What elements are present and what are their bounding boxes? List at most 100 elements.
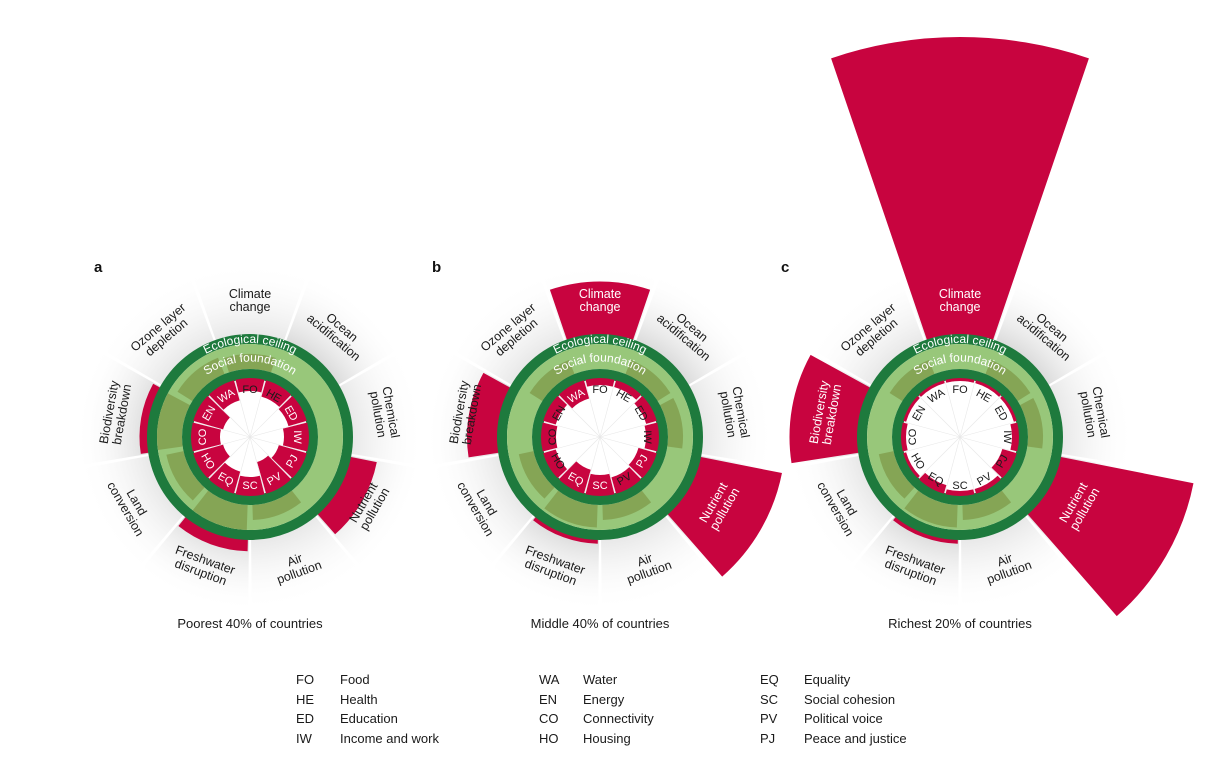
legend-name: Equality <box>804 672 851 687</box>
social-spoke <box>903 436 961 453</box>
legend-item: PV Political voice <box>760 711 907 731</box>
eco-band-patch <box>889 360 935 401</box>
legend-item: SC Social cohesion <box>760 692 907 712</box>
social-spoke <box>903 421 961 438</box>
social-label: SC <box>952 480 967 492</box>
social-spoke <box>944 380 961 438</box>
eco-band-patch <box>544 490 598 528</box>
social-spoke <box>234 436 251 494</box>
social-shortfall-bar <box>282 422 309 452</box>
social-label: IW <box>1001 430 1013 444</box>
social-shortfall-bar <box>634 395 657 424</box>
eco-wedge-bg <box>787 455 893 570</box>
social-label: PJ <box>634 453 651 470</box>
legend-code: FO <box>296 672 315 687</box>
social-label: CO <box>197 428 209 445</box>
eco-wedge-bg <box>75 351 161 466</box>
eco-band-patch <box>529 360 575 401</box>
social-foundation-ring <box>892 369 1028 505</box>
legend-name: Connectivity <box>583 711 654 726</box>
social-shortfall-bar <box>975 380 1002 397</box>
social-spoke <box>959 436 1017 453</box>
legend-code: WA <box>539 672 560 687</box>
eco-band-patch <box>177 357 225 401</box>
panel-caption: Poorest 40% of countries <box>177 616 323 631</box>
social-shortfall-bar <box>585 473 615 496</box>
social-shortfall-bar <box>191 422 221 452</box>
eco-wedge-bg <box>636 273 751 385</box>
social-shortfall-bar <box>614 380 642 400</box>
social-spoke <box>249 395 292 438</box>
panel-letter: c <box>781 259 789 276</box>
social-shortfall-bar <box>974 475 1002 494</box>
social-spoke <box>918 395 961 438</box>
eco-band-patch <box>1020 398 1043 449</box>
eco-band-patch <box>904 490 958 528</box>
social-label: FO <box>242 384 258 396</box>
legend-column-3: EQ Equality SC Social cohesion PV Political… <box>760 672 907 750</box>
social-spoke <box>599 380 616 438</box>
eco-band-patch <box>625 360 671 401</box>
social-spoke <box>599 421 657 438</box>
legend-name: Energy <box>583 691 625 707</box>
eco-wedge-bg <box>339 351 425 466</box>
social-spoke <box>558 395 601 438</box>
eco-overshoot-bar <box>1026 456 1194 617</box>
legend-item: ED Education <box>296 711 439 731</box>
social-shortfall-bar <box>193 444 230 479</box>
social-foundation-ring <box>532 369 668 505</box>
eco-overshoot-bar <box>178 515 248 552</box>
social-spoke <box>208 395 251 438</box>
social-spoke <box>249 436 307 453</box>
eco-overshoot-bar <box>466 372 512 458</box>
legend-item: FO Food <box>296 672 439 692</box>
legend-column-2: WA Water EN Energy CO Connectivity HO Housin… <box>539 672 654 750</box>
eco-wedge-bg <box>689 351 775 466</box>
social-shortfall-bar <box>235 378 265 393</box>
social-label: SC <box>242 480 257 492</box>
eco-wedge-bg <box>251 516 362 612</box>
legend-code: SC <box>760 691 779 707</box>
legend-item: EN Energy <box>539 692 654 712</box>
eco-band-patch <box>224 354 276 373</box>
social-shortfall-bar <box>543 449 568 479</box>
social-shortfall-bar <box>991 448 1017 479</box>
legend-item: WA Water <box>539 672 654 692</box>
social-label: FO <box>592 384 608 396</box>
legend-name: Water <box>583 672 618 687</box>
social-label: PJ <box>994 453 1011 470</box>
social-spoke <box>208 436 251 479</box>
ecological-ceiling-ring <box>147 334 353 540</box>
legend-name: Political voice <box>804 711 883 726</box>
legend-code: EQ <box>760 672 779 687</box>
social-shortfall-bar <box>208 380 240 410</box>
social-shortfall-bar <box>644 422 660 452</box>
social-shortfall-bar <box>235 475 265 496</box>
social-shortfall-bar <box>585 378 615 387</box>
social-spoke <box>249 436 292 479</box>
social-shortfall-bar <box>543 395 568 425</box>
social-shortfall-bar <box>628 447 657 479</box>
social-spoke <box>234 380 251 438</box>
legend-code: CO <box>539 711 559 726</box>
legend-name: Food <box>340 672 370 687</box>
legend-code: EN <box>539 691 558 707</box>
eco-band-patch <box>157 393 190 450</box>
social-spoke <box>193 436 251 453</box>
social-shortfall-bar <box>208 462 241 494</box>
social-spoke <box>959 436 976 494</box>
social-shortfall-bar <box>918 472 947 494</box>
eco-wedge-bg <box>99 273 214 385</box>
social-shortfall-bar <box>1010 422 1019 452</box>
eco-wedge-bg <box>77 455 183 570</box>
legend-item: HE Health <box>296 692 439 712</box>
social-label: CO <box>547 428 559 445</box>
eco-category-label: Climate change <box>229 287 271 314</box>
social-spoke <box>249 380 266 438</box>
eco-overshoot-bar <box>831 37 1089 342</box>
social-spoke <box>599 436 657 453</box>
legend-name: Income and work <box>340 730 439 746</box>
legend-item: PJ Peace and justice <box>760 731 907 751</box>
legend-code: PV <box>760 711 778 726</box>
